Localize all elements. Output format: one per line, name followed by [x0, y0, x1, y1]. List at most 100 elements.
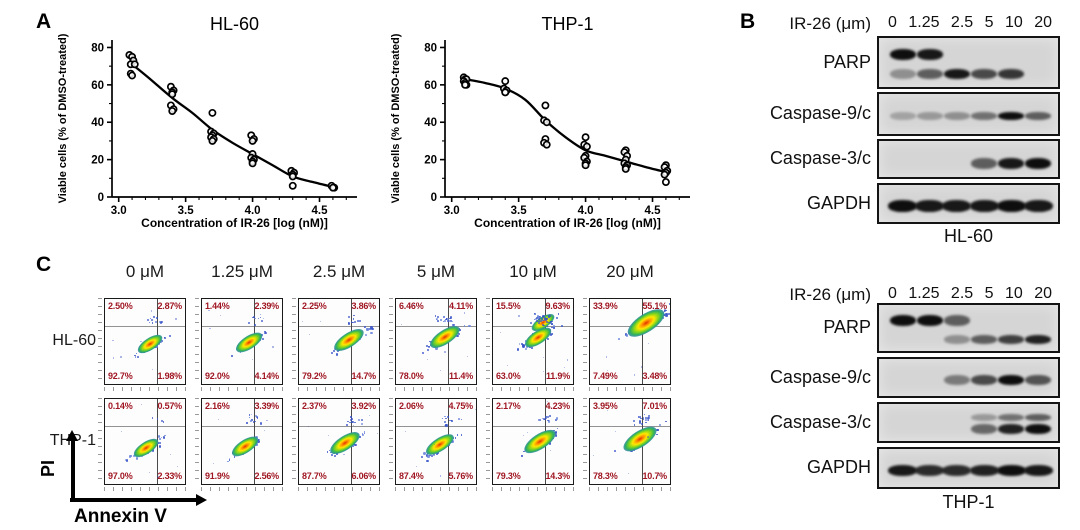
quadrant-ur-percent: 9.63% [545, 301, 570, 311]
cell-dot [647, 417, 649, 420]
cell-dot [227, 460, 230, 463]
cell-dot [349, 421, 351, 424]
blot-image-gapdh [877, 183, 1060, 224]
cell-dot [350, 321, 353, 324]
cell-dot [607, 369, 609, 371]
cell-dot [538, 317, 540, 320]
quadrant-ul-percent: 2.50% [108, 301, 133, 311]
cell-dot [219, 314, 222, 317]
cell-dot [250, 413, 252, 416]
cell-dot [536, 314, 539, 317]
density-core [619, 421, 661, 457]
cell-dot [552, 325, 556, 328]
cell-dot [218, 418, 220, 420]
protein-band [1023, 199, 1053, 212]
cell-dot [543, 370, 545, 372]
cell-dot [544, 418, 546, 421]
lane-label: 0 [888, 14, 897, 31]
quadrant-ll-percent: 78.0% [399, 371, 424, 381]
cell-dot [448, 319, 451, 322]
dose-response-chart-thp1: 3.0 3.5 4.0 4.5 0 20 40 60 80 THP-1 Concentration … [385, 14, 697, 235]
cell-dot [547, 420, 550, 423]
cell-dot [151, 449, 155, 452]
cell-dot [363, 431, 366, 433]
cell-dot [530, 321, 533, 324]
cell-dot [647, 436, 649, 438]
quadrant-ll-percent: 79.3% [496, 471, 521, 481]
mini-axis-ticks-left [98, 298, 102, 385]
cell-dot [257, 440, 260, 443]
cell-dot [146, 318, 150, 321]
cell-dot [445, 417, 447, 420]
mini-axis-ticks-bottom [589, 487, 671, 491]
quadrant-h-line [202, 425, 282, 427]
cell-dot [547, 315, 550, 318]
quadrant-ll-percent: 87.4% [399, 471, 424, 481]
cell-dot [121, 430, 123, 432]
panel-c-letter: C [36, 253, 52, 276]
cell-dot [332, 349, 335, 352]
quadrant-ul-percent: 2.25% [302, 301, 327, 311]
cell-dot [536, 316, 539, 319]
flow-column-header: 5 μM [416, 262, 456, 281]
protein-band [998, 414, 1025, 422]
cell-dot [134, 356, 137, 358]
cell-dot [556, 427, 559, 430]
cell-dot [266, 419, 268, 421]
mini-axis-ticks-bottom [201, 387, 283, 391]
cell-dot [454, 437, 457, 439]
lane-label: 10 [1004, 14, 1023, 31]
cell-dot [259, 316, 262, 319]
lane-label: 5 [984, 14, 994, 31]
cell-dot [541, 324, 545, 327]
cell-dot [354, 443, 357, 447]
blot-row-label: GAPDH [806, 192, 871, 213]
protein-band [998, 424, 1025, 435]
cell-dot [447, 416, 450, 419]
annexin-axis-arrow [70, 498, 198, 502]
cell-dot [363, 326, 367, 329]
quadrant-h-line [493, 425, 573, 427]
cell-dot [634, 374, 636, 376]
cell-dot [260, 319, 263, 323]
blot-row-label: PARP [823, 317, 871, 337]
cell-dot [158, 321, 161, 324]
cell-dot [209, 327, 211, 329]
mini-axis-ticks-left [195, 298, 199, 385]
cell-dot [164, 434, 167, 437]
cell-dot [246, 422, 248, 424]
cell-dot [534, 318, 536, 321]
cell-dot [436, 317, 439, 320]
quadrant-v-line [641, 299, 643, 384]
cell-dot [254, 324, 256, 326]
cell-dot [358, 319, 361, 322]
cell-dot [557, 313, 560, 315]
cell-dot [170, 454, 172, 456]
protein-band [889, 112, 916, 120]
svg-text:4.5: 4.5 [645, 205, 662, 217]
cell-dot [449, 320, 452, 323]
quadrant-ul-percent: 2.17% [496, 401, 521, 411]
cell-dot [254, 420, 256, 423]
flow-column-header: 20 μM [606, 262, 654, 281]
cell-dot [550, 321, 553, 324]
flow-plot-thp-1-5um: 2.06% 4.75% 87.4% 5.76% [395, 398, 477, 485]
cell-dot [354, 421, 356, 424]
quadrant-lr-percent: 6.06% [351, 471, 376, 481]
cell-dot [541, 319, 544, 321]
cell-dot [444, 319, 447, 322]
cell-dot [272, 346, 274, 348]
cell-dot [150, 310, 153, 312]
cell-dot [561, 324, 564, 327]
cell-dot [445, 424, 448, 427]
cell-dot [248, 416, 251, 418]
cell-dot [463, 325, 466, 327]
cell-dot [251, 419, 253, 421]
cell-dot [315, 304, 317, 306]
protein-band [971, 334, 998, 344]
cell-dot [627, 473, 629, 475]
cell-dot [307, 425, 310, 427]
cell-dot [163, 337, 166, 340]
cell-dot [474, 408, 476, 410]
